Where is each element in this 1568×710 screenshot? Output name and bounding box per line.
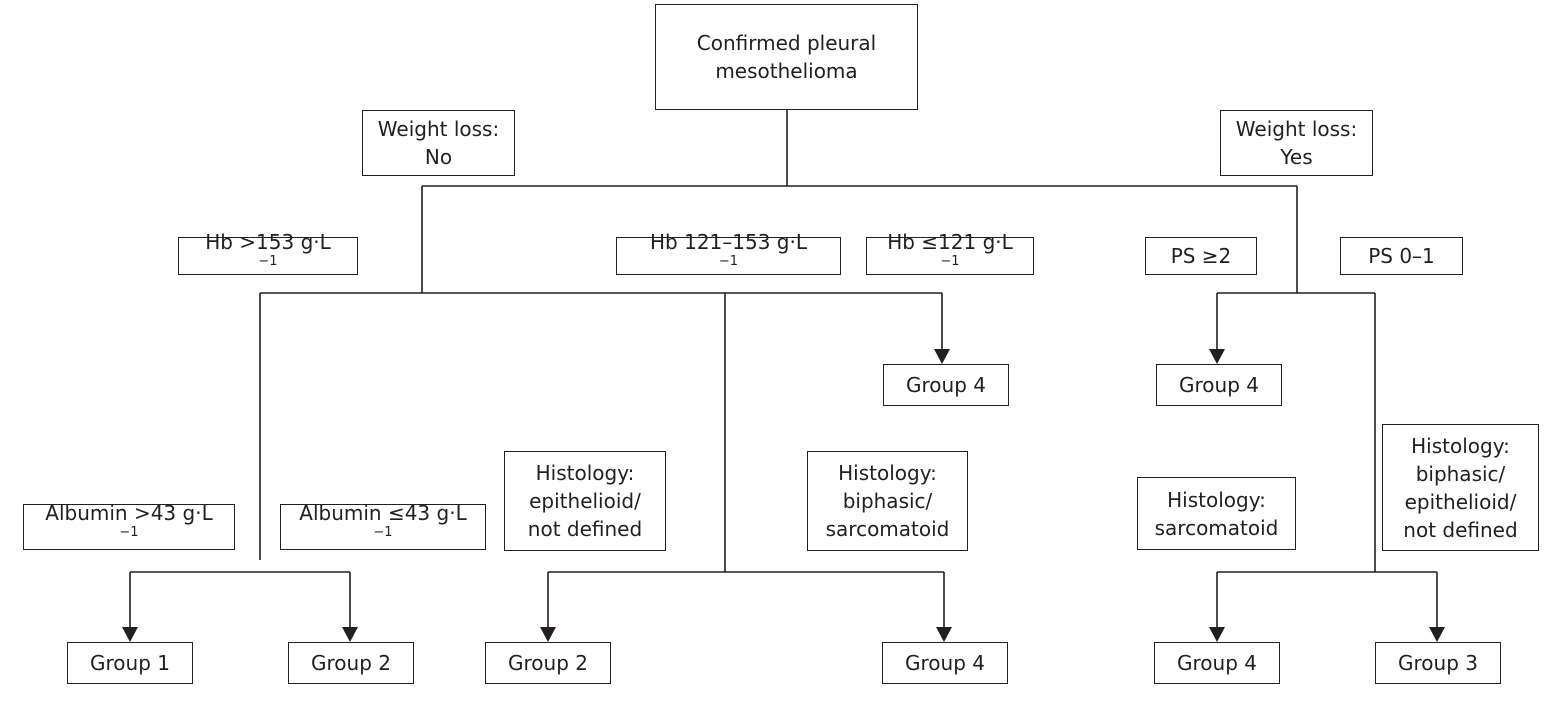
group-label: Group 3 (1398, 651, 1478, 675)
albumin-low-node: Albumin ≤43 g·L −1 (280, 501, 486, 550)
histology-sarcomatoid-node: Histology: sarcomatoid (1137, 477, 1296, 550)
root-label-line-1: Confirmed pleural (696, 31, 877, 55)
weight-loss-yes-node: Weight loss: Yes (1220, 110, 1373, 176)
root-node: Confirmed pleural mesothelioma (655, 4, 918, 110)
ps-low-node: PS 0–1 (1340, 237, 1463, 275)
histology-other-line-4: not defined (1403, 517, 1518, 542)
weight-loss-no-node: Weight loss: No (362, 110, 515, 176)
histology-other-line-1: Histology: (1411, 433, 1510, 458)
hb-low-node: Hb ≤121 g·L −1 (866, 230, 1034, 275)
group-label: Group 2 (311, 651, 391, 675)
albumin-low-label: Albumin ≤43 g·L −1 (299, 501, 467, 540)
group-node-hb-low: Group 4 (883, 364, 1009, 406)
group-node-histology-epi: Group 2 (485, 642, 611, 684)
histology-sarc-line-2: sarcomatoid (1154, 515, 1279, 540)
weight-loss-no-line-2: No (424, 145, 453, 169)
histology-epi-line-1: Histology: (535, 461, 635, 485)
hb-low-label: Hb ≤121 g·L −1 (887, 230, 1013, 269)
group-label: Group 4 (1179, 373, 1259, 397)
root-label-line-2: mesothelioma (715, 59, 858, 83)
histology-epi-line-2: epithelioid/ (529, 489, 641, 513)
arrowhead-histology-sarc (1209, 627, 1225, 642)
albumin-high-node: Albumin >43 g·L −1 (23, 501, 235, 550)
group-label: Group 2 (508, 651, 588, 675)
arrowhead-albumin-high (122, 627, 138, 642)
group-node-albumin-low: Group 2 (288, 642, 414, 684)
histology-biph-line-3: sarcomatoid (825, 517, 950, 541)
histology-epi-line-3: not defined (527, 517, 643, 541)
histology-other-line-2: biphasic/ (1415, 461, 1506, 486)
albumin-high-label: Albumin >43 g·L −1 (45, 501, 213, 540)
arrowhead-hb-low (934, 349, 950, 364)
hb-high-label: Hb >153 g·L −1 (205, 230, 331, 269)
weight-loss-yes-line-2: Yes (1280, 145, 1313, 169)
histology-epithelioid-node: Histology: epithelioid/ not defined (504, 451, 666, 551)
arrowhead-albumin-low (342, 627, 358, 642)
ps-high-label: PS ≥2 (1170, 244, 1232, 268)
ps-low-label: PS 0–1 (1368, 244, 1435, 268)
hb-high-node: Hb >153 g·L −1 (178, 230, 358, 275)
group-label: Group 1 (90, 651, 170, 675)
histology-sarc-line-1: Histology: (1167, 487, 1266, 512)
hb-mid-label: Hb 121–153 g·L −1 (650, 230, 807, 269)
histology-biphasic-epithelioid-node: Histology: biphasic/ epithelioid/ not de… (1382, 424, 1539, 551)
histology-biph-line-1: Histology: (838, 461, 937, 485)
histology-other-line-3: epithelioid/ (1404, 489, 1517, 514)
hb-mid-node: Hb 121–153 g·L −1 (616, 230, 841, 275)
histology-biph-line-2: biphasic/ (842, 489, 933, 513)
group-node-albumin-high: Group 1 (67, 642, 193, 684)
group-node-histology-other: Group 3 (1375, 642, 1501, 684)
ps-high-node: PS ≥2 (1145, 237, 1257, 275)
arrowhead-histology-biph (936, 627, 952, 642)
arrowhead-ps-high (1209, 349, 1225, 364)
group-label: Group 4 (1177, 651, 1257, 675)
group-label: Group 4 (905, 651, 985, 675)
histology-biphasic-sarcomatoid-node: Histology: biphasic/ sarcomatoid (807, 451, 968, 551)
group-node-histology-sarc: Group 4 (1154, 642, 1280, 684)
arrowhead-histology-epi (540, 627, 556, 642)
group-label: Group 4 (906, 373, 986, 397)
group-node-ps-high: Group 4 (1156, 364, 1282, 406)
group-node-histology-biph: Group 4 (882, 642, 1008, 684)
arrowhead-histology-other (1429, 627, 1445, 642)
weight-loss-yes-line-1: Weight loss: (1235, 117, 1358, 141)
weight-loss-no-line-1: Weight loss: (377, 117, 500, 141)
